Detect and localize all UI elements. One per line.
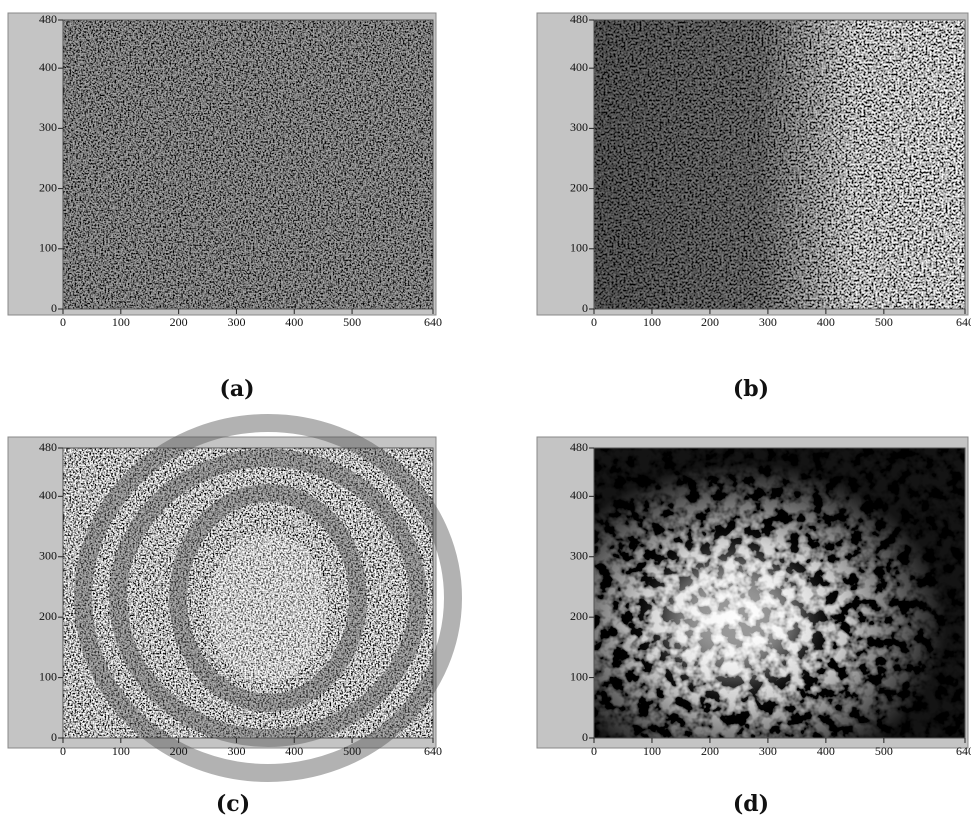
x-tick-label: 100 <box>112 315 130 329</box>
y-tick-label: 0 <box>51 301 57 315</box>
x-tick-label: 200 <box>701 744 719 758</box>
y-tick-label: 200 <box>39 609 57 623</box>
x-tick-label: 200 <box>701 315 719 329</box>
x-tick-label: 0 <box>60 744 66 758</box>
panel: 0 100 200 300 400 500 640 0 100 200 300 400 480 <box>536 436 971 758</box>
y-tick-label: 480 <box>570 12 588 26</box>
x-tick-label: 640 <box>956 315 971 329</box>
fringe <box>74 414 462 782</box>
y-tick-label: 400 <box>39 488 57 502</box>
y-tick-label: 300 <box>39 120 57 134</box>
panel: 0 100 200 300 400 500 640 0 100 200 300 400 480 <box>7 414 462 782</box>
x-tick-label: 200 <box>170 315 188 329</box>
x-tick-label: 400 <box>817 744 835 758</box>
y-tick-label: 400 <box>39 60 57 74</box>
x-tick-label: 0 <box>591 744 597 758</box>
y-tick-label: 200 <box>570 180 588 194</box>
x-tick-label: 100 <box>643 315 661 329</box>
x-tick-label: 300 <box>759 744 777 758</box>
y-tick-label: 200 <box>39 180 57 194</box>
x-tick-label: 300 <box>227 315 245 329</box>
x-tick-label: 500 <box>343 315 361 329</box>
panel-label: (b) <box>733 376 769 402</box>
panel-label: (d) <box>733 791 769 817</box>
y-tick-label: 300 <box>570 120 588 134</box>
plot-border <box>62 447 434 739</box>
noise <box>63 20 433 309</box>
x-tick-label: 500 <box>875 315 893 329</box>
x-tick-label: 300 <box>227 744 245 758</box>
y-tick-label: 100 <box>570 241 588 255</box>
x-tick-label: 200 <box>170 744 188 758</box>
y-tick-label: 0 <box>582 730 588 744</box>
x-tick-label: 500 <box>343 744 361 758</box>
x-tick-label: 400 <box>285 315 303 329</box>
speckle-image <box>63 414 462 782</box>
x-tick-label: 0 <box>591 315 597 329</box>
x-tick-label: 0 <box>60 315 66 329</box>
y-tick-label: 0 <box>51 730 57 744</box>
panel-label: (c) <box>216 791 250 817</box>
x-tick-label: 100 <box>643 744 661 758</box>
bright-spot <box>664 558 804 678</box>
y-tick-label: 100 <box>39 669 57 683</box>
plot-border <box>593 447 966 739</box>
plot-border <box>62 19 434 310</box>
noise <box>63 448 433 738</box>
plot-border <box>593 19 966 310</box>
fringe <box>169 484 367 712</box>
panel: 0 100 200 300 400 500 640 0 100 200 300 400 480 <box>536 12 971 329</box>
speckle-image <box>594 448 965 738</box>
x-tick-label: 400 <box>817 315 835 329</box>
x-tick-label: 100 <box>112 744 130 758</box>
fringe-center <box>208 533 328 683</box>
speckle-image <box>594 20 965 309</box>
x-tick-label: 400 <box>285 744 303 758</box>
y-tick-label: 400 <box>570 60 588 74</box>
y-tick-label: 480 <box>570 440 588 454</box>
x-tick-label: 640 <box>424 315 442 329</box>
y-tick-label: 300 <box>570 549 588 563</box>
panel-label: (a) <box>219 376 254 402</box>
panel: 0 100 200 300 400 500 640 0 100 200 300 400 480 <box>7 12 442 329</box>
panels: 0 100 200 300 400 500 640 0 100 200 300 400 480 (a) 0 1… <box>7 12 971 817</box>
y-tick-label: 480 <box>39 440 57 454</box>
speckle-image <box>63 20 433 309</box>
x-tick-label: 640 <box>956 744 971 758</box>
y-tick-label: 100 <box>570 669 588 683</box>
y-tick-label: 300 <box>39 549 57 563</box>
y-tick-label: 400 <box>570 488 588 502</box>
y-tick-label: 480 <box>39 12 57 26</box>
y-tick-label: 100 <box>39 241 57 255</box>
x-tick-label: 640 <box>424 744 442 758</box>
shade <box>63 20 433 309</box>
shade <box>594 20 965 309</box>
x-tick-label: 500 <box>875 744 893 758</box>
y-tick-label: 200 <box>570 609 588 623</box>
x-tick-label: 300 <box>759 315 777 329</box>
y-tick-label: 0 <box>582 301 588 315</box>
